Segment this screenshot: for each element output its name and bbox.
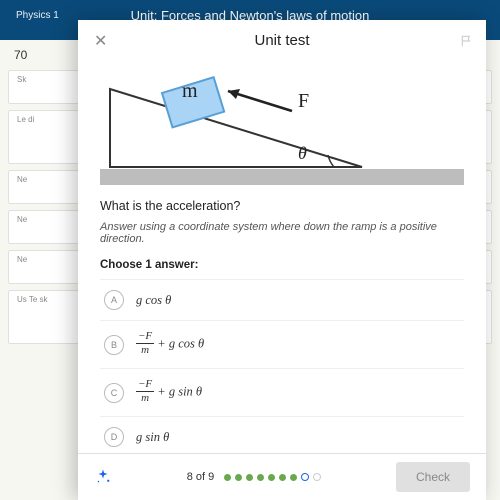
ground-bar <box>100 169 464 185</box>
mass-label: m <box>182 80 198 102</box>
answer-text: g sin θ <box>136 430 169 445</box>
progress-dots <box>224 473 321 481</box>
flag-icon[interactable] <box>460 34 474 48</box>
dot-current <box>301 473 309 481</box>
modal-title: Unit test <box>94 32 470 49</box>
bg-course-label: Physics 1 <box>16 10 59 21</box>
physics-diagram: m F θ <box>100 59 464 185</box>
choose-label: Choose 1 answer: <box>100 259 464 271</box>
force-label: F <box>298 90 309 112</box>
answer-text: −F m + g cos θ <box>136 332 204 357</box>
radio-icon: B <box>104 335 124 355</box>
close-icon[interactable]: ✕ <box>94 31 107 51</box>
unit-test-modal: ✕ Unit test m F θ <box>78 20 486 500</box>
radio-icon: A <box>104 290 124 310</box>
modal-body: m F θ What is the acceleration? Answer u… <box>78 59 486 453</box>
dot-done <box>290 474 297 481</box>
question-prompt: What is the acceleration? <box>100 199 464 213</box>
answer-text: −F m + g sin θ <box>136 380 202 405</box>
page-of-label: 8 of 9 <box>187 471 215 483</box>
angle-label: θ <box>298 143 307 163</box>
dot-future <box>313 473 321 481</box>
progress-indicator: 8 of 9 <box>122 471 386 483</box>
check-button[interactable]: Check <box>396 462 470 492</box>
dot-done <box>224 474 231 481</box>
radio-icon: D <box>104 427 124 447</box>
sparkle-icon[interactable] <box>94 468 112 486</box>
dot-done <box>279 474 286 481</box>
dot-done <box>268 474 275 481</box>
question-hint: Answer using a coordinate system where d… <box>100 221 464 245</box>
dot-done <box>257 474 264 481</box>
answer-option-b[interactable]: B −F m + g cos θ <box>100 321 464 369</box>
modal-footer: 8 of 9 Check <box>78 453 486 500</box>
dot-done <box>246 474 253 481</box>
answer-list: A g cos θ B −F m + g cos θ C −F m <box>100 279 464 453</box>
answer-option-c[interactable]: C −F m + g sin θ <box>100 369 464 417</box>
modal-header: ✕ Unit test <box>78 20 486 59</box>
dot-done <box>235 474 242 481</box>
answer-option-d[interactable]: D g sin θ <box>100 417 464 453</box>
answer-text: g cos θ <box>136 293 171 308</box>
answer-option-a[interactable]: A g cos θ <box>100 280 464 321</box>
radio-icon: C <box>104 383 124 403</box>
